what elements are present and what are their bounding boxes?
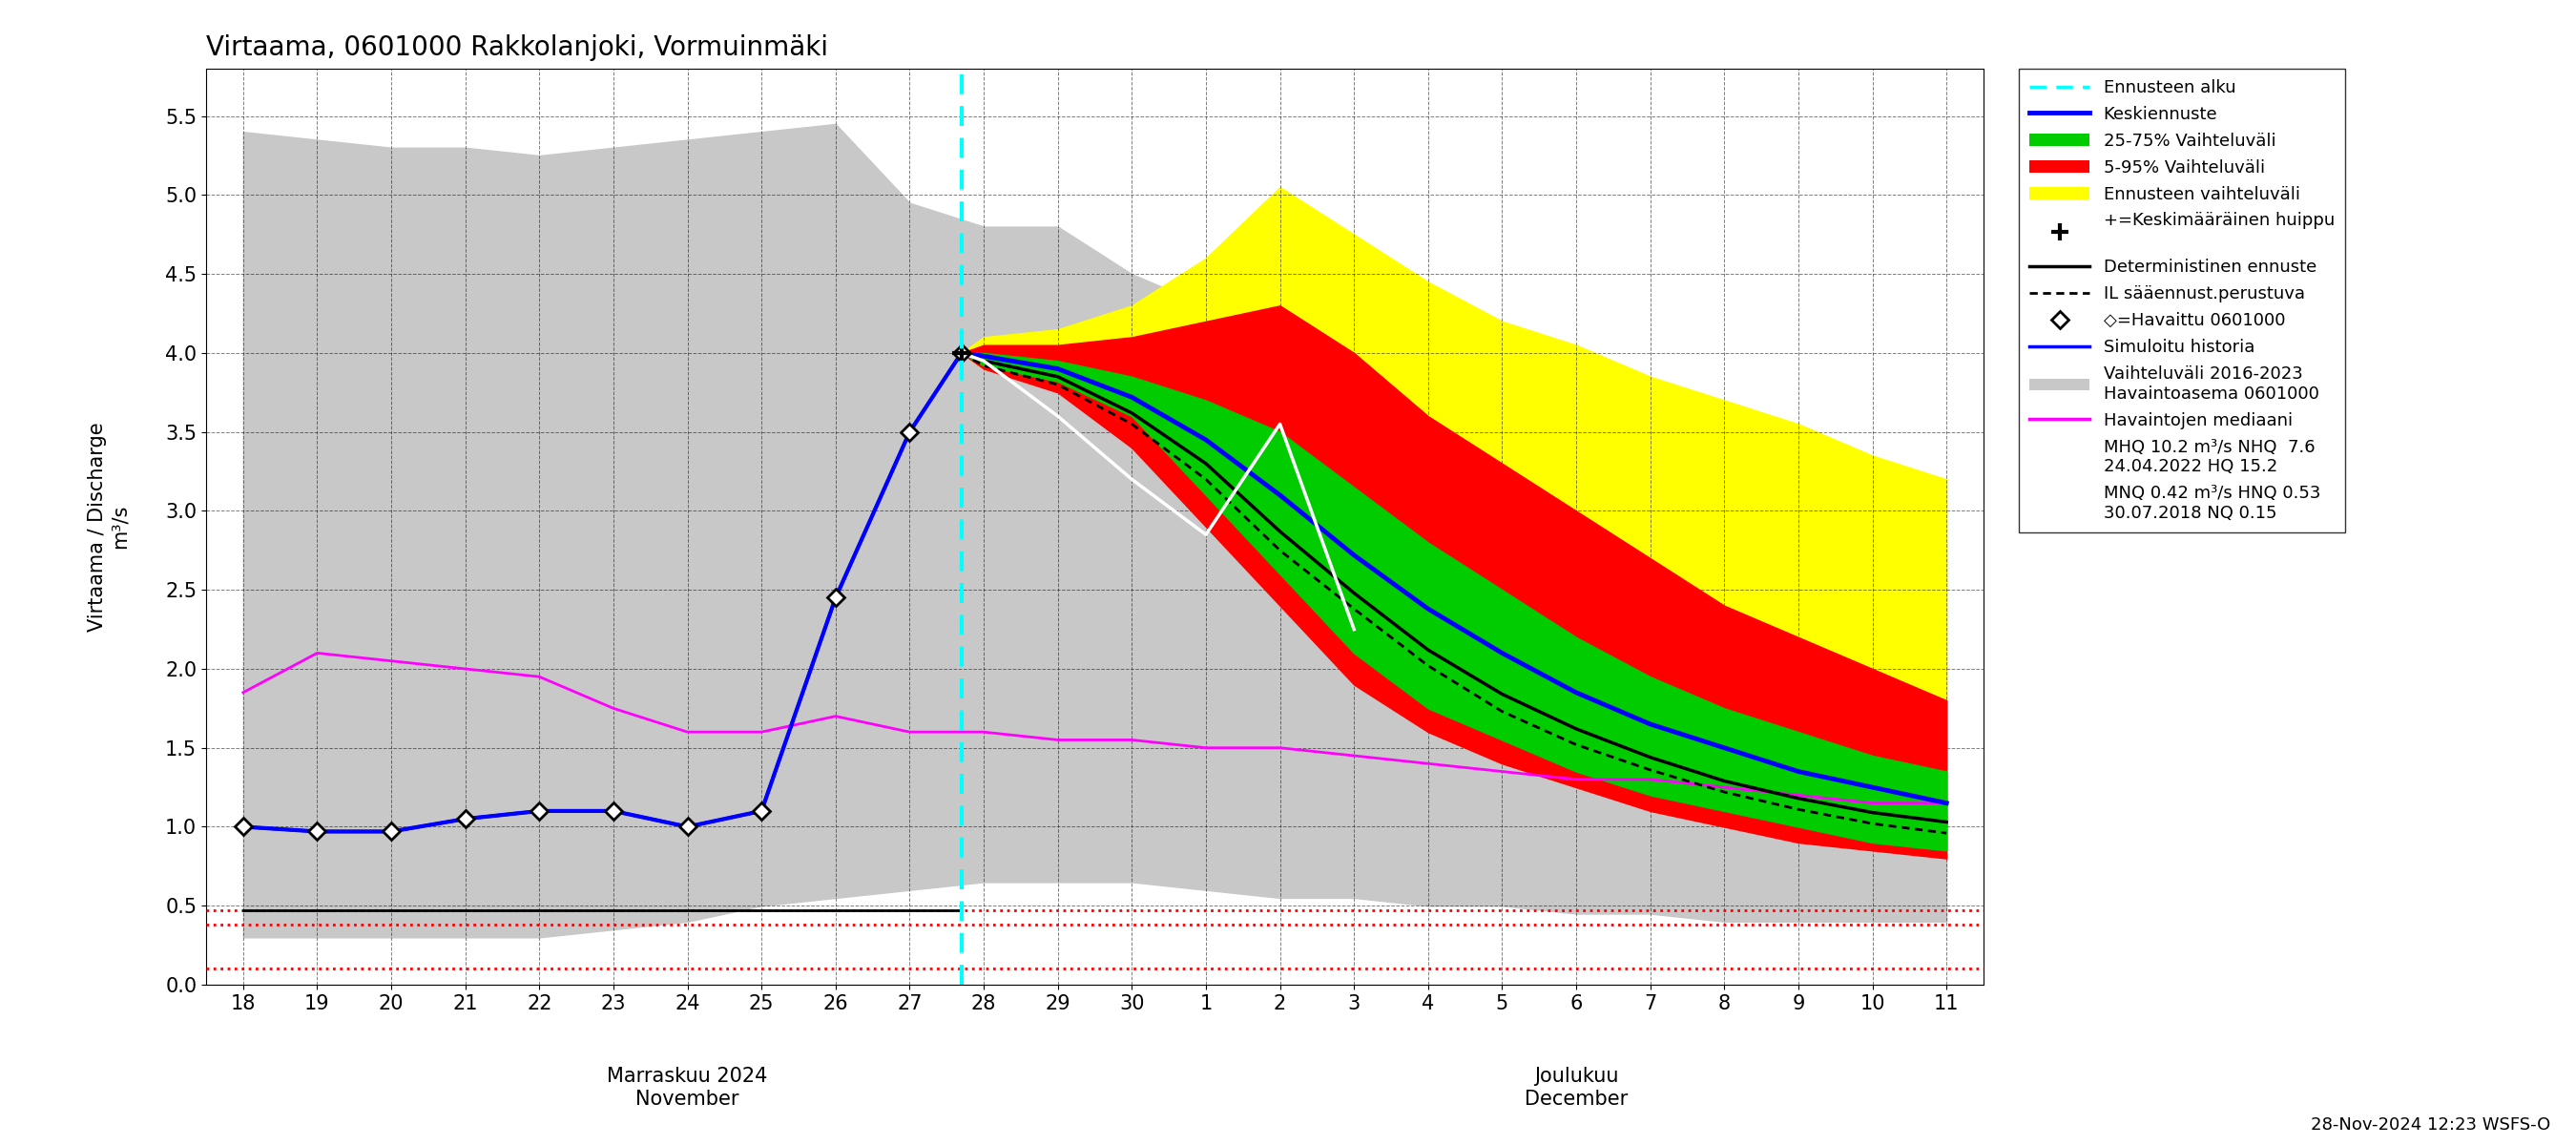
Text: 28-Nov-2024 12:23 WSFS-O: 28-Nov-2024 12:23 WSFS-O	[2311, 1116, 2550, 1134]
Legend: Ennusteen alku, Keskiennuste, 25-75% Vaihteluväli, 5-95% Vaihteluväli, Ennusteen: Ennusteen alku, Keskiennuste, 25-75% Vai…	[2020, 69, 2344, 532]
Text: Marraskuu 2024
November: Marraskuu 2024 November	[608, 1067, 768, 1108]
Text: Joulukuu
December: Joulukuu December	[1525, 1067, 1628, 1108]
Text: Virtaama / Discharge
m³/s: Virtaama / Discharge m³/s	[88, 421, 129, 632]
Text: Virtaama, 0601000 Rakkolanjoki, Vormuinmäki: Virtaama, 0601000 Rakkolanjoki, Vormuinm…	[206, 34, 827, 61]
